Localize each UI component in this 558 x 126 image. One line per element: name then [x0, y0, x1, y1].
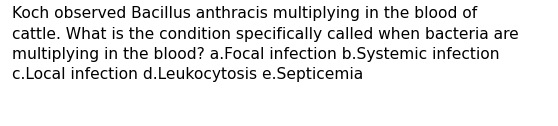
Text: Koch observed Bacillus anthracis multiplying in the blood of
cattle. What is the: Koch observed Bacillus anthracis multipl… [12, 6, 519, 83]
